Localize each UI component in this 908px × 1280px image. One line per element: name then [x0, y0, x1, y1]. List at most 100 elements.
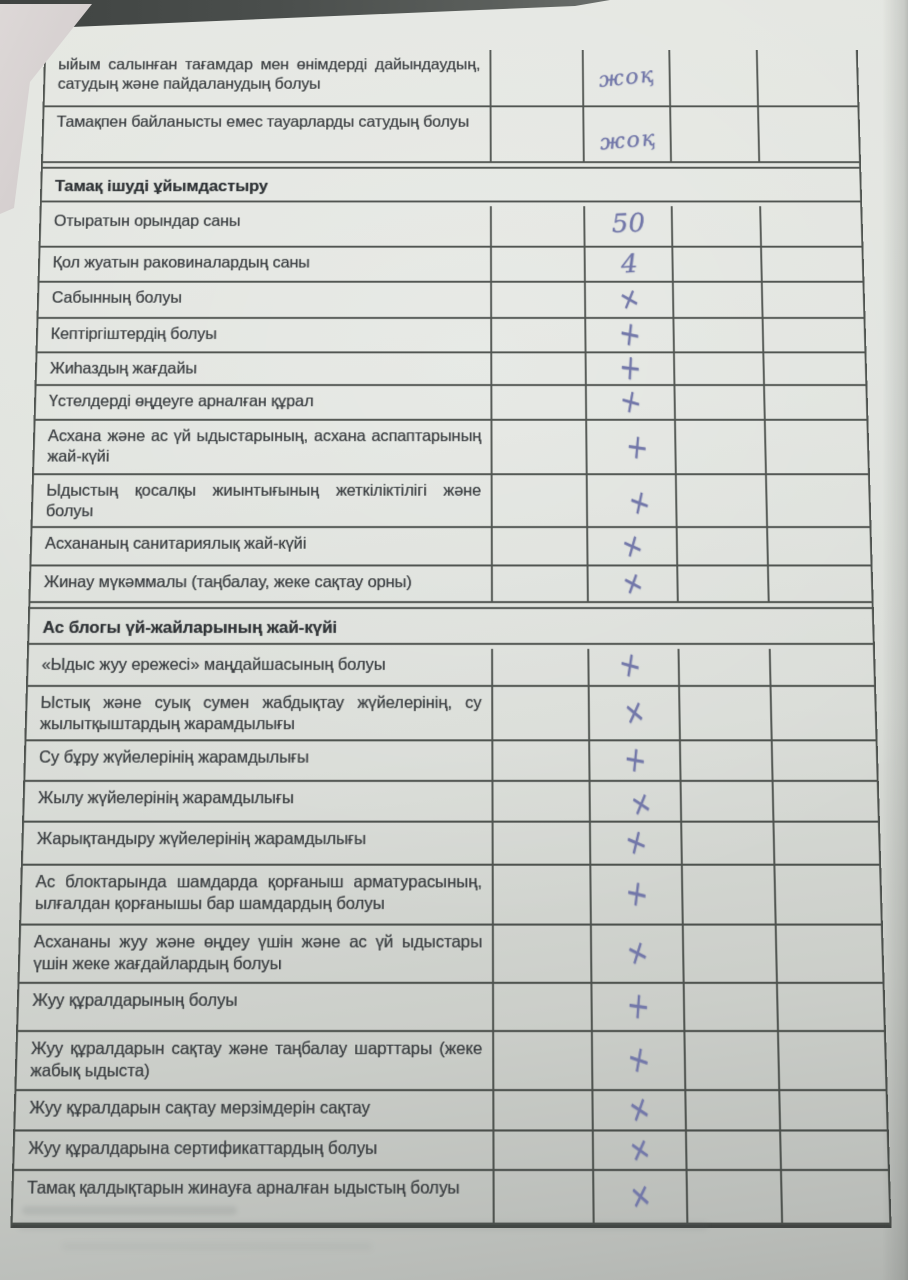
section-title: Ас блогы үй-жайларының жай-күйі — [29, 609, 873, 643]
mark-cell: + — [589, 741, 680, 780]
empty-cell — [491, 421, 586, 473]
mark-cell: + — [584, 282, 673, 316]
empty-cell — [491, 528, 587, 564]
empty-cell — [755, 50, 857, 105]
empty-cell — [681, 866, 774, 924]
row-label: Ыдыстың қосалқы жиынтығының жеткіліктілі… — [33, 475, 492, 526]
empty-cell — [491, 649, 588, 685]
handwritten-mark: + — [617, 687, 653, 739]
handwritten-mark: + — [622, 1126, 658, 1175]
empty-cell — [491, 566, 587, 601]
mark-cell: + — [590, 866, 683, 924]
empty-cell — [491, 475, 587, 526]
row-label: ыйым салынған тағамдар мен өнімдерді дай… — [45, 50, 490, 105]
row-label: Кептіргіштердің болуы — [38, 319, 491, 352]
mark-cell: + — [586, 475, 676, 526]
row-label: Отыратын орындар саны — [41, 206, 491, 246]
empty-cell — [674, 386, 763, 419]
empty-cell — [492, 866, 590, 924]
empty-cell — [765, 475, 870, 526]
row-label: Ыстық және суық сумен жабдықтау жүйелері… — [26, 687, 491, 740]
empty-cell — [491, 353, 586, 384]
table-row: «Ыдыс жуу ережесі» маңдайшасының болуы + — [28, 649, 874, 687]
mark-cell: + — [591, 984, 684, 1030]
handwritten-mark: + — [625, 984, 651, 1029]
empty-cell — [684, 1032, 778, 1089]
empty-cell — [672, 247, 761, 280]
mark-cell: + — [593, 1171, 687, 1223]
empty-cell — [773, 866, 881, 924]
handwritten-mark: + — [622, 738, 649, 783]
desk-background — [0, 0, 610, 34]
empty-cell — [778, 1091, 887, 1129]
handwritten-mark: + — [624, 1036, 654, 1085]
row-label: Тамақпен байланысты емес тауарларды сату… — [43, 107, 490, 161]
empty-cell — [763, 421, 868, 473]
table-row: Асхана және ас үй ыдыстарының, асхана ас… — [34, 421, 868, 475]
empty-cell — [780, 1171, 890, 1223]
empty-cell — [492, 926, 591, 982]
empty-cell — [760, 247, 863, 280]
handwritten-mark: + — [617, 381, 645, 424]
mark-cell: + — [588, 687, 679, 740]
section-header-row: Ас блогы үй-жайларының жай-күйі — [29, 607, 873, 645]
table-row: Жарықтандыру жүйелерінің жарамдылығы + — [23, 823, 879, 866]
empty-cell — [492, 741, 589, 780]
empty-cell — [759, 206, 862, 246]
empty-cell — [669, 50, 757, 105]
row-label: Асхананың санитариялық жай-күйі — [31, 528, 491, 564]
empty-cell — [680, 782, 772, 821]
table-row: Асхананы жуу және өңдеу үшін және ас үй … — [19, 926, 882, 984]
mark-cell: + — [589, 782, 681, 821]
handwritten-mark: + — [623, 871, 651, 917]
empty-cell — [491, 319, 585, 352]
empty-cell — [779, 1131, 888, 1168]
empty-cell — [767, 566, 872, 601]
mark-cell: + — [585, 319, 674, 352]
row-label: Жуу құралдарының болуы — [18, 984, 492, 1030]
table-row: Жиһаздың жағдайы + — [37, 353, 866, 386]
empty-cell — [493, 1171, 593, 1223]
empty-cell — [491, 386, 586, 419]
checklist-table: ыйым салынған тағамдар мен өнімдерді дай… — [10, 50, 891, 1228]
table-row: Су бұру жүйелерінің жарамдылығы + — [25, 741, 877, 782]
row-label: Жылу жүйелерінің жарамдылығы — [24, 782, 492, 821]
table-row: Ыдыстың қосалқы жиынтығының жеткіліктілі… — [33, 475, 870, 528]
row-label: Жинау мүкәммалы (таңбалау, жеке сақтау о… — [30, 566, 491, 601]
empty-cell — [772, 823, 879, 864]
table-row: ыйым салынған тағамдар мен өнімдерді дай… — [45, 50, 858, 107]
empty-cell — [490, 282, 584, 316]
table-row: Қол жуатын раковиналардың саны 4 — [40, 247, 863, 282]
empty-cell — [683, 984, 776, 1030]
page-bleed-through — [18, 1222, 708, 1230]
handwritten-mark: 4 — [620, 249, 639, 279]
empty-cell — [679, 687, 771, 740]
empty-cell — [671, 206, 759, 246]
empty-cell — [490, 50, 583, 105]
empty-cell — [760, 282, 863, 316]
handwritten-mark: + — [621, 929, 654, 977]
empty-cell — [770, 741, 876, 780]
table-row: Ас блоктарында шамдарда қорғаныш арматур… — [21, 866, 881, 926]
table-row: Тамақ қалдықтарын жинауға арналған ыдыст… — [13, 1171, 890, 1225]
mark-cell: + — [585, 353, 674, 384]
empty-cell — [774, 926, 882, 982]
empty-cell — [670, 107, 758, 161]
empty-cell — [492, 823, 590, 864]
table-row: Сабынның болуы + — [38, 282, 863, 318]
handwritten-mark: жоқ — [599, 126, 658, 155]
mark-cell: + — [586, 421, 676, 473]
table-row: Жуу құралдарына сертификаттардың болуы + — [14, 1131, 888, 1171]
empty-cell — [768, 649, 874, 685]
empty-cell — [681, 823, 773, 864]
mark-cell: + — [592, 1091, 686, 1129]
empty-cell — [762, 353, 865, 384]
checklist-table-wrap: ыйым салынған тағамдар мен өнімдерді дай… — [10, 50, 891, 1228]
mark-cell: жоқ — [582, 50, 669, 105]
empty-cell — [673, 353, 762, 384]
empty-cell — [677, 566, 768, 601]
mark-cell: жоқ — [583, 107, 671, 161]
handwritten-mark: + — [625, 480, 655, 526]
empty-cell — [676, 528, 766, 564]
document-page: ыйым салынған тағамдар мен өнімдерді дай… — [0, 0, 908, 1280]
